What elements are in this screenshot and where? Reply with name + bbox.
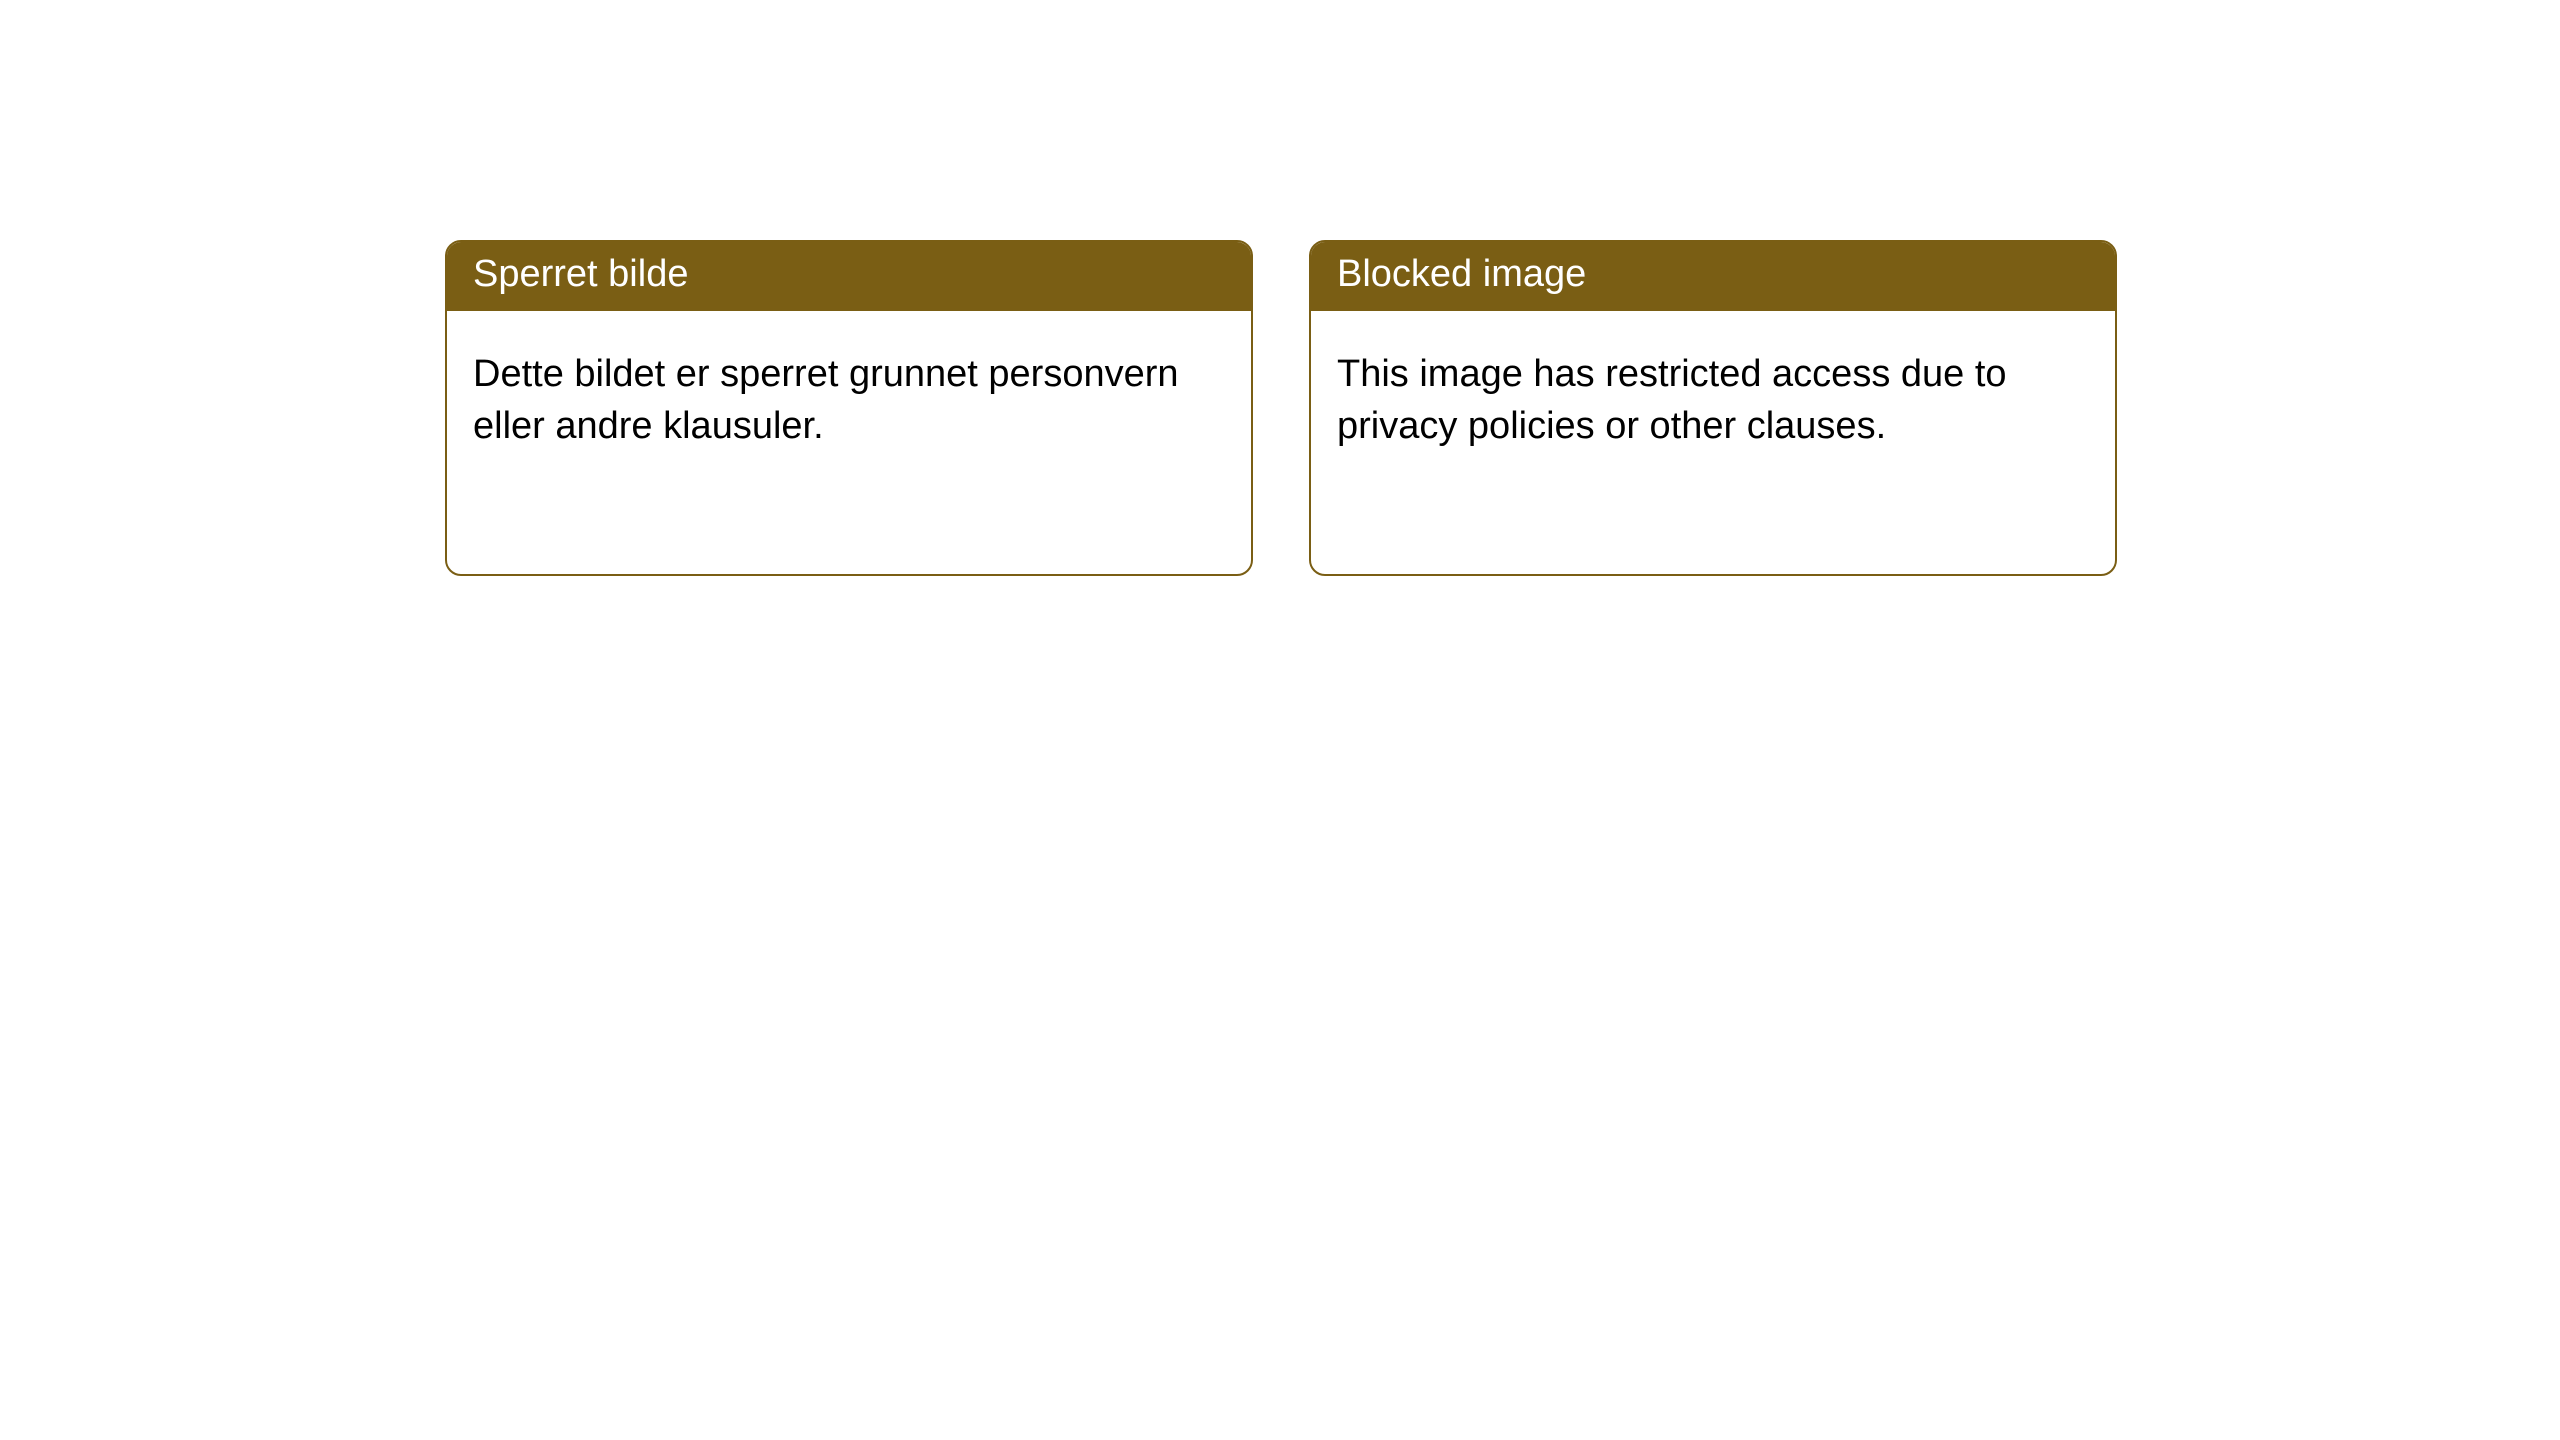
notice-title: Blocked image [1311, 242, 2115, 311]
notice-card-norwegian: Sperret bilde Dette bildet er sperret gr… [445, 240, 1253, 576]
notice-body: Dette bildet er sperret grunnet personve… [447, 311, 1251, 490]
notice-container: Sperret bilde Dette bildet er sperret gr… [0, 0, 2560, 576]
notice-title: Sperret bilde [447, 242, 1251, 311]
notice-body: This image has restricted access due to … [1311, 311, 2115, 490]
notice-card-english: Blocked image This image has restricted … [1309, 240, 2117, 576]
